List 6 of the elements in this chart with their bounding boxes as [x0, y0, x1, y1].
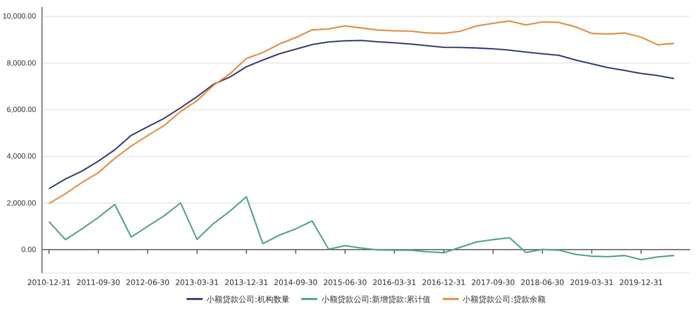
legend-label: 小额贷款公司:贷款余额 — [462, 295, 546, 304]
line-series — [48, 196, 675, 260]
line-series — [48, 40, 675, 190]
legend-label: 小额贷款公司:新增贷款:累计值 — [321, 295, 431, 304]
line-series — [48, 20, 675, 204]
legend-label: 小额贷款公司:机构数量 — [206, 295, 290, 304]
